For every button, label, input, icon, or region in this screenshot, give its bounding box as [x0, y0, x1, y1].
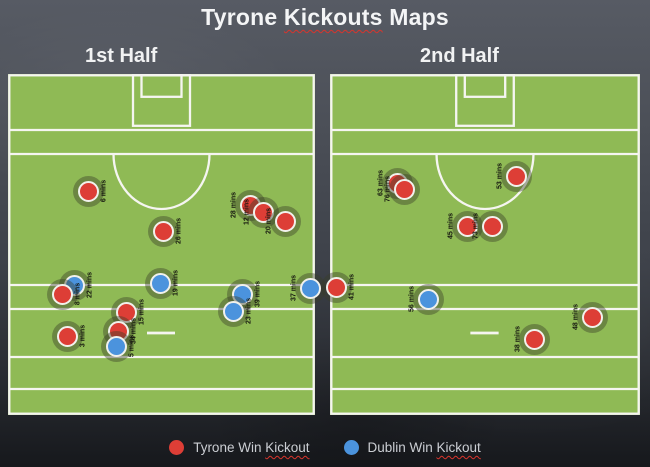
kickout-marker-tyrone: 48 mins [573, 301, 608, 333]
kickout-minute-label: 12 mins [243, 198, 251, 226]
title-underlined-word: Kickouts [283, 4, 383, 30]
kickout-marker-tyrone: 20 mins [266, 205, 301, 237]
tyrone-win-dot-icon [393, 178, 415, 200]
kickout-marker-tyrone: 73 mins [473, 210, 508, 242]
kickout-marker-tyrone: 8 mins [46, 278, 82, 310]
tyrone-win-dot-icon [115, 301, 137, 323]
kickout-marker-tyrone: 15 mins [110, 296, 146, 328]
title-prefix: Tyrone [201, 4, 284, 30]
pitch-second-half: 41 mins 63 mins 76 mins 53 mins 45 mins 73 mi… [320, 74, 640, 415]
tyrone-win-dot-icon [523, 328, 545, 350]
legend-dublin-prefix: Dublin Win [367, 440, 437, 455]
first-half-label: 1st Half [85, 45, 158, 67]
legend-dublin-underlined: Kickout [436, 440, 481, 455]
kickout-marker-dublin: 23 mins [217, 295, 253, 327]
kickout-marker-tyrone: 53 mins [497, 160, 532, 192]
pitch-markings [330, 74, 640, 415]
legend-item-tyrone: Tyrone Win Kickout [169, 440, 310, 455]
dublin-win-dot-icon [343, 440, 359, 455]
kickout-marker-dublin: 37 mins [291, 272, 326, 304]
kickout-minute-label: 41 mins [348, 273, 356, 301]
dublin-win-dot-icon [105, 335, 127, 357]
legend: Tyrone Win Kickout Dublin Win Kickout [0, 440, 650, 455]
dublin-win-dot-icon [231, 283, 253, 305]
tyrone-win-dot-icon [77, 180, 99, 202]
dublin-win-dot-icon [299, 277, 321, 299]
kickout-minute-label: 38 mins [514, 325, 522, 353]
legend-tyrone-prefix: Tyrone Win [193, 440, 266, 455]
kickout-minute-label: 73 mins [472, 212, 480, 240]
dublin-win-dot-icon [149, 272, 171, 294]
kickout-minute-label: 20 mins [265, 207, 273, 235]
kickout-minute-label: 6 mins [100, 179, 108, 203]
tyrone-win-dot-icon [481, 215, 503, 237]
legend-item-dublin: Dublin Win Kickout [343, 440, 481, 455]
kickout-marker-tyrone: 26 mins [147, 215, 183, 247]
kickout-marker-dublin: 5 mins [100, 330, 136, 362]
kickout-minute-label: 76 mins [384, 175, 392, 203]
kickout-minute-label: 63 mins [377, 169, 385, 197]
kickout-marker-dublin: 19 mins [144, 267, 180, 299]
tyrone-win-dot-icon [274, 210, 296, 232]
kickout-minute-label: 22 mins [86, 271, 94, 299]
dublin-win-dot-icon [417, 288, 439, 310]
kickout-minute-label: 37 mins [290, 274, 298, 302]
kickout-minute-label: 8 mins [74, 282, 82, 306]
page-title: Tyrone Kickouts Maps [0, 4, 650, 31]
tyrone-win-dot-icon [325, 276, 347, 298]
kickout-minute-label: 3 mins [79, 324, 87, 348]
legend-label-tyrone: Tyrone Win Kickout [193, 440, 309, 455]
tyrone-win-dot-icon [51, 283, 73, 305]
kickout-marker-tyrone: 45 mins [448, 210, 483, 242]
kickout-minute-label: 53 mins [496, 162, 504, 190]
kickout-marker-tyrone: 76 mins [385, 173, 420, 205]
kickout-minute-label: 5 mins [128, 334, 136, 358]
second-half-label: 2nd Half [420, 45, 499, 67]
kickout-minute-label: 19 mins [172, 269, 180, 297]
tyrone-win-dot-icon [252, 201, 274, 223]
tyrone-win-dot-icon [581, 306, 603, 328]
tyrone-win-dot-icon [456, 215, 478, 237]
tyrone-win-dot-icon [56, 325, 78, 347]
dublin-win-dot-icon [222, 300, 244, 322]
kickout-marker-tyrone: 6 mins [72, 175, 108, 207]
kickout-marker-tyrone: 12 mins [244, 196, 279, 228]
legend-label-dublin: Dublin Win Kickout [368, 440, 481, 455]
legend-tyrone-underlined: Kickout [265, 440, 310, 455]
kickout-minute-label: 56 mins [408, 285, 416, 313]
kickout-minute-label: 15 mins [138, 298, 146, 326]
kickout-marker-dublin: 56 mins [409, 283, 444, 315]
title-suffix: Maps [382, 4, 449, 30]
kickout-marker-tyrone: 38 mins [515, 323, 550, 355]
kickout-minute-label: 28 mins [230, 191, 238, 219]
kickout-minute-label: 39 mins [254, 280, 262, 308]
tyrone-win-dot-icon [152, 220, 174, 242]
kickout-minute-label: 23 mins [245, 297, 253, 325]
pitch-first-half: 6 mins 26 mins 28 mins 12 mins 20 mins 22 min… [8, 74, 326, 415]
kickout-minute-label: 45 mins [447, 212, 455, 240]
kickout-minute-label: 26 mins [175, 217, 183, 245]
tyrone-win-dot-icon [505, 165, 527, 187]
kickout-marker-tyrone: 41 mins [320, 271, 356, 303]
kickout-minute-label: 48 mins [572, 303, 580, 331]
kickout-marker-tyrone: 3 mins [51, 320, 87, 352]
tyrone-win-dot-icon [169, 440, 185, 455]
